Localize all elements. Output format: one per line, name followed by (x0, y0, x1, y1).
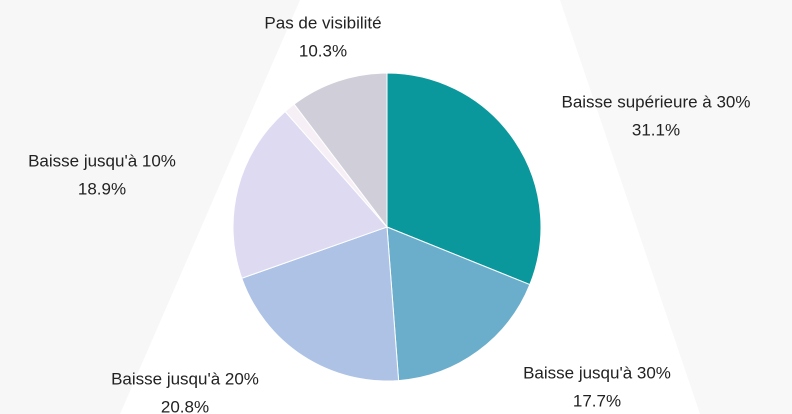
slice-label: Baisse supérieure à 30% (561, 92, 750, 111)
background-shape (560, 0, 792, 414)
pie-slice (293, 72, 388, 229)
slice-label: Baisse jusqu'à 30% (523, 363, 671, 382)
slice-value-label: 20.8% (161, 397, 209, 414)
slice-value-label: 10.3% (299, 41, 347, 60)
background-shape (0, 0, 300, 414)
pie-slice (241, 226, 400, 382)
pie-slice (386, 72, 542, 286)
slice-value-label: 18.9% (78, 179, 126, 198)
slice-value-label: 31.1% (632, 120, 680, 139)
slice-label: Pas de visibilité (264, 13, 381, 32)
pie-slice (232, 110, 388, 279)
slice-value-label: 17.7% (573, 391, 621, 410)
pie-slice (386, 226, 531, 382)
slice-label: Baisse jusqu'à 20% (111, 369, 259, 388)
slice-label: Baisse jusqu'à 10% (28, 151, 176, 170)
